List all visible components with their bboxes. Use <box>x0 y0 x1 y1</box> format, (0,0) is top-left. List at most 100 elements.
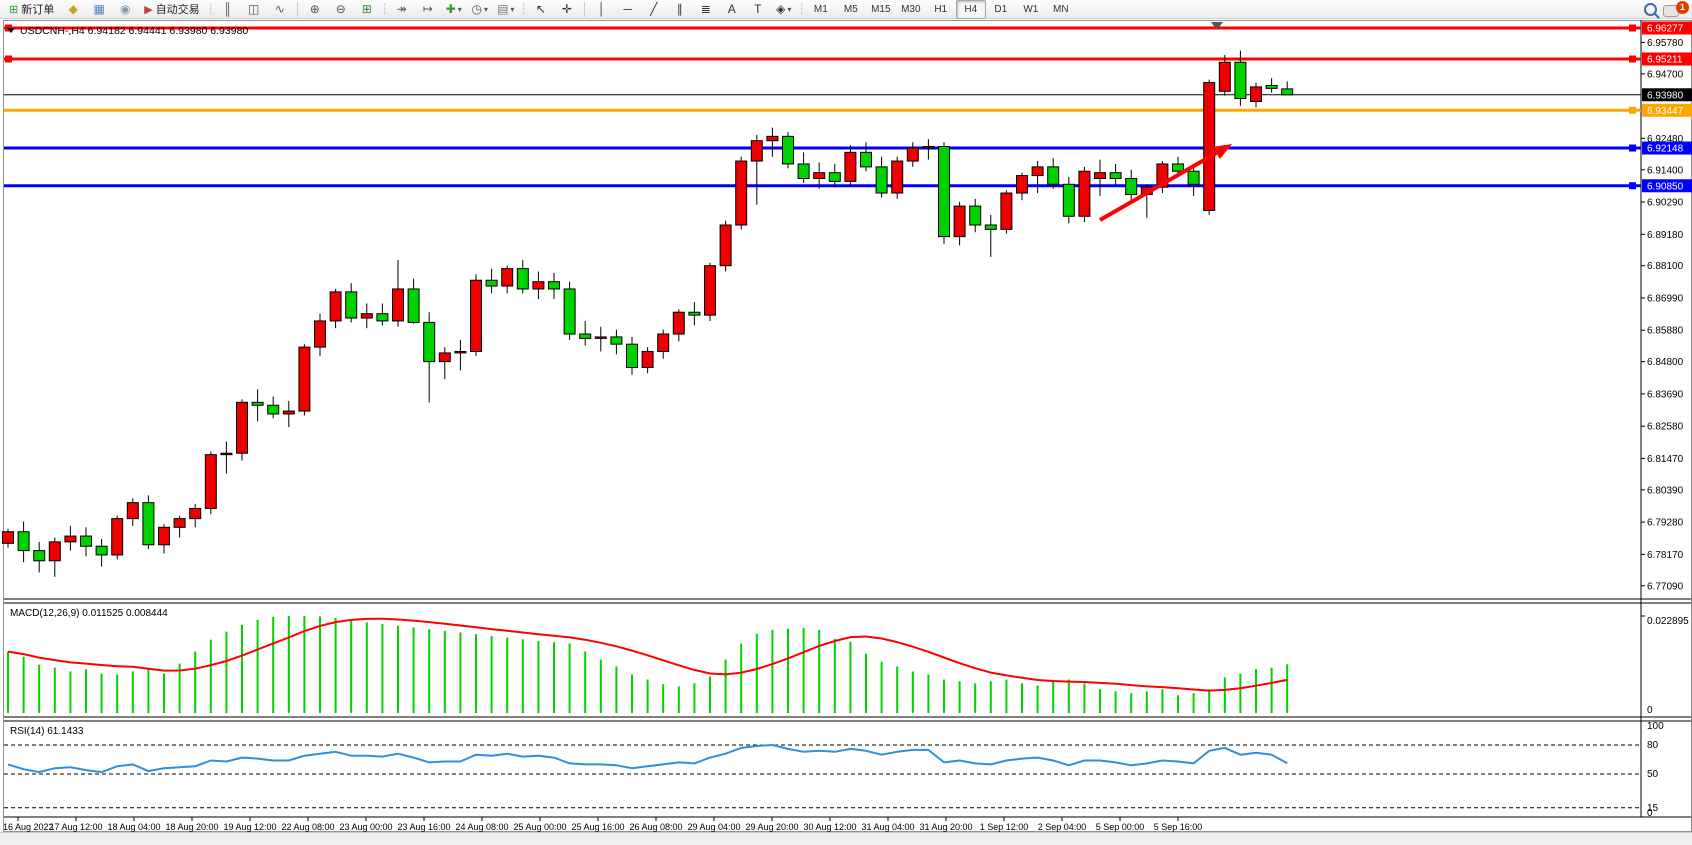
macd-histogram-bar <box>1036 685 1039 713</box>
macd-histogram-bar <box>1145 691 1148 713</box>
line-handle[interactable] <box>1629 182 1636 190</box>
macd-histogram-bar <box>1286 664 1289 713</box>
candle <box>501 268 514 287</box>
chart-shift-marker[interactable] <box>1211 22 1223 30</box>
macd-histogram-bar <box>865 653 867 713</box>
periods-button[interactable]: ◷ ▾ <box>467 0 493 19</box>
zoom-out-button[interactable]: ⊖ <box>328 0 354 19</box>
search-button[interactable] <box>1637 0 1663 19</box>
candle <box>1109 172 1122 179</box>
zoom-in-button[interactable]: ⊕ <box>302 0 328 19</box>
macd-histogram-bar <box>506 637 509 713</box>
time-axis-label: 1 Sep 12:00 <box>980 822 1029 832</box>
line-chart-button[interactable]: ∿ <box>267 0 293 19</box>
line-handle[interactable] <box>1629 24 1636 32</box>
candle <box>1265 84 1278 89</box>
macd-histogram-bar <box>1270 667 1273 713</box>
candle <box>813 172 826 179</box>
candle <box>1156 163 1169 188</box>
candle <box>1016 175 1028 194</box>
macd-histogram-bar <box>755 633 758 713</box>
signals-icon: ◉ <box>119 2 131 16</box>
candle <box>984 224 997 230</box>
text-icon: A <box>727 2 736 16</box>
candle <box>158 526 170 546</box>
horizontal-line-button[interactable]: ─ <box>615 0 641 19</box>
candle <box>142 502 155 546</box>
macd-histogram-bar <box>241 624 243 713</box>
new-chart-button[interactable]: ◆ <box>60 0 86 19</box>
timeframe-m5[interactable]: M5 <box>843 3 858 15</box>
candle <box>563 288 576 335</box>
price-axis-tick-label: 6.83690 <box>1647 389 1684 400</box>
timeframe-h4[interactable]: H4 <box>955 0 986 19</box>
bar-chart-button[interactable]: ║ <box>215 0 241 19</box>
macd-histogram-bar <box>1255 669 1257 713</box>
price-line-label <box>1642 179 1692 193</box>
new-order-button[interactable]: ⊞ 新订单 <box>3 0 60 19</box>
templates-button[interactable]: ▤ ▾ <box>493 0 519 19</box>
line-handle[interactable] <box>1629 106 1636 114</box>
time-axis-label: 25 Aug 16:00 <box>571 822 624 832</box>
text-button[interactable]: A <box>719 0 745 19</box>
vertical-line-button[interactable]: │ <box>589 0 615 19</box>
macd-histogram-bar <box>334 618 337 713</box>
macd-histogram-bar <box>381 624 384 713</box>
timeframe-m15[interactable]: M15 <box>871 3 891 15</box>
crosshair-button[interactable]: ✛ <box>554 0 580 19</box>
toolbar-grip: ┆ <box>520 3 527 15</box>
line-handle[interactable] <box>5 55 12 63</box>
chart-shift-button[interactable]: ↦ <box>415 0 441 19</box>
auto-scroll-button[interactable]: ↠ <box>389 0 415 19</box>
timeframe-d1[interactable]: D1 <box>994 3 1008 15</box>
trend-arrow-head[interactable] <box>1212 144 1232 160</box>
fibonacci-button[interactable]: ≣ <box>693 0 719 19</box>
tile-windows-button[interactable]: ⊞ <box>354 0 380 19</box>
timeframe-mn[interactable]: MN <box>1053 3 1069 15</box>
trend-arrow-shaft[interactable] <box>1099 151 1218 222</box>
timeframe-m30[interactable]: M30 <box>901 3 921 15</box>
macd-histogram-bar <box>615 666 618 713</box>
candle <box>953 205 966 238</box>
chart-menu-triangle-icon[interactable] <box>7 28 15 33</box>
candle <box>111 518 124 556</box>
timeframe-h1[interactable]: H1 <box>934 3 948 15</box>
label-button[interactable]: T <box>745 0 771 19</box>
signals-button[interactable]: ◉ <box>112 0 138 19</box>
arrows-button[interactable]: ◈ ▾ <box>771 0 797 19</box>
candle <box>423 321 436 363</box>
line-handle[interactable] <box>1629 144 1636 152</box>
new-order-icon: ⊞ <box>9 3 19 16</box>
macd-histogram-bar <box>911 671 914 713</box>
candle <box>236 401 248 454</box>
macd-histogram-bar <box>771 629 774 713</box>
cursor-button[interactable]: ↖ <box>528 0 554 19</box>
macd-histogram-bar <box>646 679 649 713</box>
macd-histogram-bar <box>319 616 321 713</box>
line-handle[interactable] <box>1629 55 1636 63</box>
notifications-button[interactable]: 1 <box>1663 0 1689 18</box>
macd-histogram-bar <box>147 669 150 713</box>
candle <box>657 333 670 352</box>
macd-histogram-bar <box>350 619 353 713</box>
channel-button[interactable]: ∥ <box>667 0 693 19</box>
channel-icon: ∥ <box>676 2 683 16</box>
market-watch-button[interactable]: ▦ <box>86 0 112 19</box>
timeframe-w1[interactable]: W1 <box>1023 3 1039 15</box>
time-axis-label: 23 Aug 16:00 <box>397 822 450 832</box>
macd-histogram-bar <box>459 632 462 713</box>
timeframe-m1[interactable]: M1 <box>813 3 828 15</box>
macd-histogram-bar <box>1067 679 1070 713</box>
indicators-button[interactable]: ✚ ▾ <box>441 0 467 19</box>
candlestick-chart-button[interactable]: ◫ <box>241 0 267 19</box>
candle <box>938 146 950 238</box>
candle <box>906 147 919 162</box>
autotrading-button[interactable]: ▶ 自动交易 <box>138 0 205 19</box>
candle <box>1234 61 1247 100</box>
trendline-button[interactable]: ╱ <box>641 0 667 19</box>
candle <box>626 343 638 368</box>
price-axis-tick-label: 6.82580 <box>1647 422 1684 433</box>
macd-histogram-bar <box>974 683 977 713</box>
macd-histogram-bar <box>225 631 228 713</box>
